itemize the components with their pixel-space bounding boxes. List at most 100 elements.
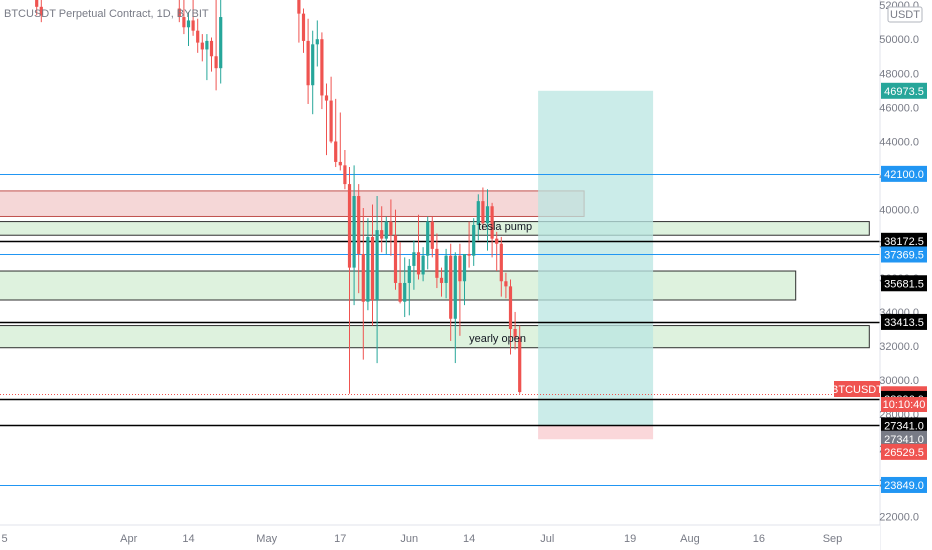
candle[interactable] bbox=[426, 216, 430, 270]
target-zone[interactable] bbox=[538, 90, 654, 426]
candle-body bbox=[458, 255, 462, 282]
chart-title: BTCUSDT Perpetual Contract, 1D, BYBIT bbox=[4, 8, 209, 20]
candle[interactable] bbox=[490, 202, 494, 258]
candle-body bbox=[343, 165, 347, 185]
price-tag: 37369.5 bbox=[881, 246, 927, 263]
candle[interactable] bbox=[476, 194, 480, 241]
candle[interactable] bbox=[182, 0, 186, 35]
stop-zone[interactable] bbox=[538, 425, 654, 440]
candle[interactable] bbox=[343, 150, 347, 190]
candle-body bbox=[301, 13, 306, 41]
price-tag-bg bbox=[881, 313, 927, 330]
candle[interactable] bbox=[209, 37, 214, 72]
candle[interactable] bbox=[191, 0, 195, 36]
demand-zone[interactable] bbox=[0, 325, 870, 349]
candle[interactable] bbox=[467, 221, 471, 268]
price-tag-label: 27341.0 bbox=[884, 434, 924, 446]
candle[interactable] bbox=[430, 216, 434, 258]
candle[interactable] bbox=[370, 204, 375, 326]
candle[interactable] bbox=[311, 30, 315, 115]
candle[interactable] bbox=[389, 199, 393, 256]
candle[interactable] bbox=[393, 209, 398, 290]
time-axis[interactable] bbox=[0, 525, 880, 550]
time-tick-label: Jun bbox=[400, 533, 418, 545]
candle-body bbox=[320, 39, 324, 96]
candle-body bbox=[453, 255, 457, 319]
candle[interactable] bbox=[347, 167, 352, 394]
candle[interactable] bbox=[435, 233, 439, 289]
candle[interactable] bbox=[35, 0, 39, 16]
candle[interactable] bbox=[384, 216, 388, 254]
demand-zone[interactable] bbox=[0, 221, 870, 236]
price-tick-label: 32000.0 bbox=[879, 341, 919, 353]
candle[interactable] bbox=[357, 184, 361, 294]
countdown-label: 10:10:40 bbox=[883, 399, 926, 411]
time-tick-label: Aug bbox=[680, 533, 700, 545]
candle[interactable] bbox=[504, 272, 508, 299]
candle[interactable] bbox=[219, 0, 223, 84]
price-tag: 38172.5 bbox=[881, 232, 927, 249]
candle[interactable] bbox=[416, 214, 421, 280]
price-tick-label: 30000.0 bbox=[879, 375, 919, 387]
candle[interactable] bbox=[301, 8, 306, 53]
currency-button[interactable]: USDT bbox=[887, 6, 923, 23]
candle[interactable] bbox=[439, 267, 444, 297]
candle[interactable] bbox=[380, 206, 384, 253]
candle[interactable] bbox=[334, 98, 338, 168]
candle-body bbox=[435, 248, 439, 278]
candle[interactable] bbox=[39, 0, 43, 23]
candle[interactable] bbox=[462, 253, 467, 306]
candle[interactable] bbox=[338, 112, 342, 171]
zones-layer bbox=[0, 90, 870, 440]
candle[interactable] bbox=[458, 243, 462, 336]
candle-body bbox=[426, 221, 430, 256]
candle[interactable] bbox=[398, 242, 402, 304]
candle[interactable] bbox=[375, 196, 379, 364]
candle[interactable] bbox=[186, 11, 191, 47]
candle[interactable] bbox=[421, 247, 425, 282]
candle[interactable] bbox=[329, 76, 333, 144]
supply-zone[interactable] bbox=[0, 190, 585, 217]
candle[interactable] bbox=[472, 218, 476, 266]
candle-body bbox=[380, 230, 384, 239]
candle[interactable] bbox=[297, 0, 301, 43]
candle[interactable] bbox=[352, 165, 356, 306]
candle[interactable] bbox=[205, 34, 209, 81]
candle[interactable] bbox=[449, 243, 453, 341]
candle[interactable] bbox=[518, 325, 522, 394]
candle[interactable] bbox=[508, 279, 513, 355]
price-tag-label: 37369.5 bbox=[884, 249, 924, 261]
candle[interactable] bbox=[444, 248, 448, 299]
candle[interactable] bbox=[513, 311, 517, 350]
candle[interactable] bbox=[306, 18, 310, 104]
candle[interactable] bbox=[403, 257, 407, 318]
candle[interactable] bbox=[366, 218, 370, 311]
candle[interactable] bbox=[485, 189, 490, 251]
candle[interactable] bbox=[214, 0, 218, 91]
lines-layer bbox=[0, 174, 880, 486]
candle-body bbox=[518, 337, 522, 393]
candle-body bbox=[297, 0, 301, 14]
candle[interactable] bbox=[481, 187, 485, 231]
candle[interactable] bbox=[315, 20, 319, 67]
candle[interactable] bbox=[499, 236, 503, 297]
symbol-tag: BTCUSDT bbox=[831, 381, 883, 397]
candle[interactable] bbox=[361, 207, 365, 360]
candle[interactable] bbox=[324, 83, 329, 156]
demand-zone[interactable] bbox=[0, 270, 797, 301]
candle-body bbox=[421, 255, 425, 275]
candle-body bbox=[366, 236, 370, 302]
candle[interactable] bbox=[453, 252, 457, 364]
candle[interactable] bbox=[495, 231, 499, 272]
price-tick-label: 50000.0 bbox=[879, 34, 919, 46]
price-tick-label: 40000.0 bbox=[879, 205, 919, 217]
time-tick-label: May bbox=[256, 533, 277, 545]
candle[interactable] bbox=[177, 0, 181, 23]
annotation-text: yearly open bbox=[469, 333, 526, 345]
candle[interactable] bbox=[412, 240, 416, 290]
candle[interactable] bbox=[200, 34, 204, 62]
candle[interactable] bbox=[320, 32, 324, 110]
candle[interactable] bbox=[196, 18, 200, 53]
candle[interactable] bbox=[407, 259, 411, 316]
